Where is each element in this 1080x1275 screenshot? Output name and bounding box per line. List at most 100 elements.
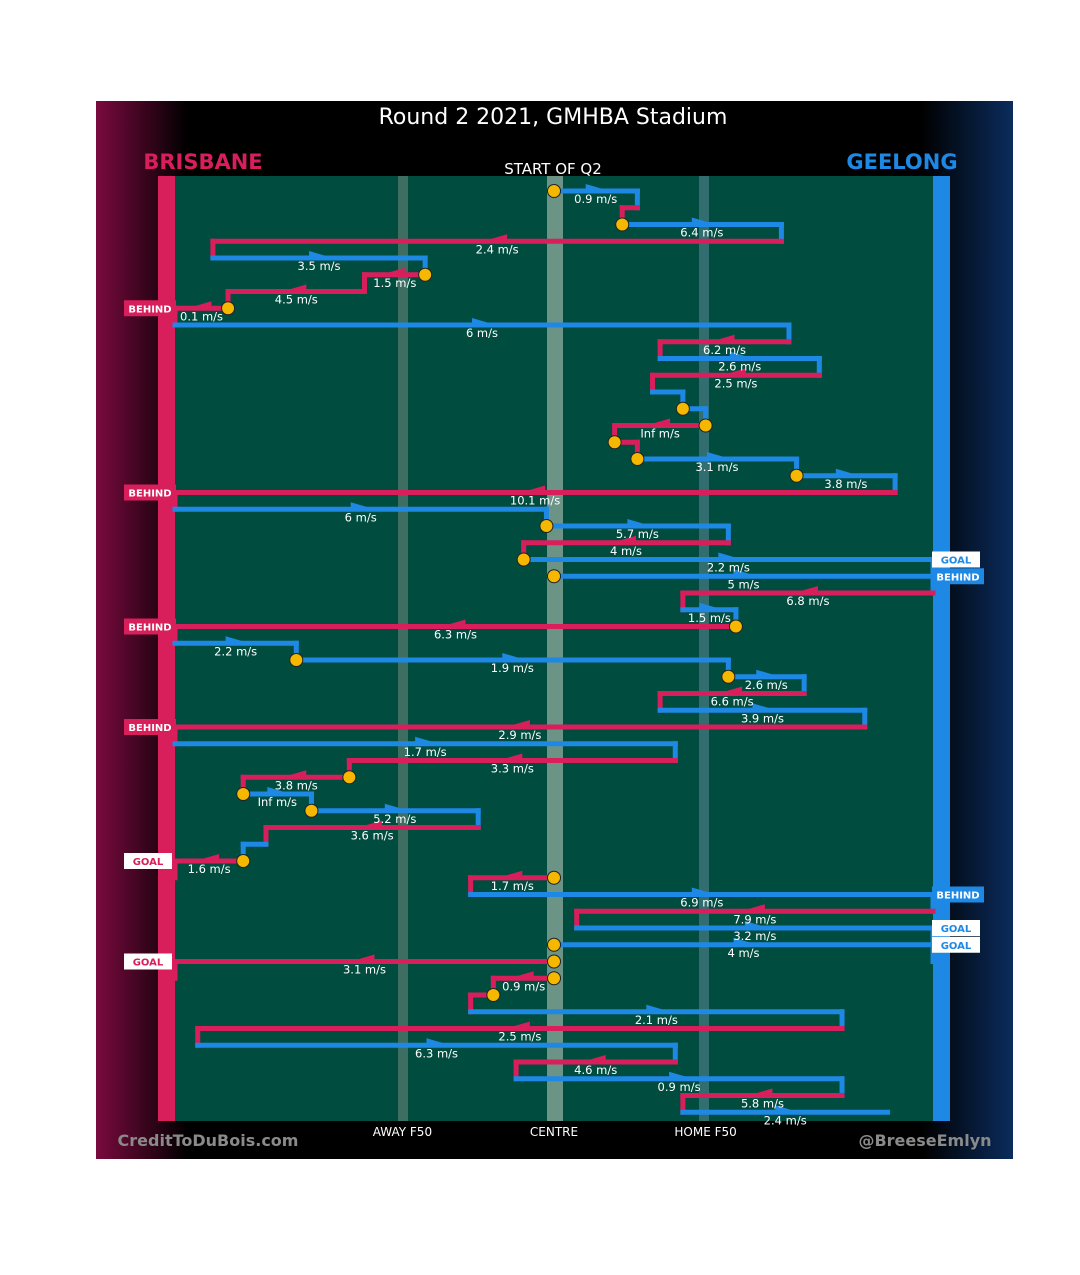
direction-arrow: [835, 468, 860, 476]
direction-arrow: [195, 854, 220, 861]
direction-arrow: [498, 753, 523, 761]
direction-arrow: [581, 1055, 606, 1062]
speed-label: 4 m/s: [727, 946, 759, 960]
direction-arrow: [498, 870, 523, 878]
speed-label: 3.5 m/s: [298, 259, 341, 273]
stoppage-marker: [486, 988, 501, 1002]
speed-label: 3.8 m/s: [275, 778, 318, 792]
centre-line: [547, 176, 563, 1121]
x-tick-label: CENTRE: [530, 1125, 578, 1139]
speed-label: 2.4 m/s: [476, 242, 519, 256]
direction-arrow: [752, 703, 777, 711]
speed-label: 6 m/s: [466, 326, 498, 340]
speed-label: 6 m/s: [345, 510, 377, 524]
speed-label: 7.9 m/s: [733, 912, 776, 926]
speed-label: 5.2 m/s: [373, 812, 416, 826]
stoppage-marker: [236, 854, 251, 868]
score-label: BEHIND: [128, 304, 171, 315]
direction-arrow: [733, 937, 758, 945]
speed-label: 5.8 m/s: [741, 1097, 784, 1111]
direction-arrow: [350, 502, 375, 510]
geelong-team-label: GEELONG: [846, 150, 957, 174]
score-badge: [932, 936, 980, 953]
stoppage-marker: [539, 519, 554, 533]
speed-label: 1.6 m/s: [188, 862, 231, 876]
speed-label: 6.3 m/s: [415, 1046, 458, 1060]
away-f50-line: [398, 176, 408, 1121]
direction-arrow: [756, 669, 781, 677]
direction-arrow: [509, 971, 534, 979]
direction-arrow: [646, 418, 671, 426]
chart-subtitle: START OF Q2: [504, 160, 602, 178]
stoppage-marker: [304, 803, 319, 818]
brisbane-goal-post: [158, 176, 175, 1121]
speed-label: 4 m/s: [610, 544, 642, 558]
stoppage-marker: [342, 770, 357, 785]
speed-label: 3.8 m/s: [824, 477, 867, 491]
speed-label: 4.5 m/s: [275, 293, 318, 307]
geelong-goal-post: [933, 176, 950, 1121]
direction-arrow: [505, 1021, 530, 1029]
speed-label: Inf m/s: [258, 795, 297, 809]
stoppage-marker: [721, 669, 736, 684]
speed-label: 10.1 m/s: [510, 494, 560, 508]
speed-label: Inf m/s: [640, 427, 679, 441]
speed-label: 0.9 m/s: [502, 979, 545, 993]
speed-label: 6.8 m/s: [786, 594, 829, 608]
direction-arrow: [426, 1038, 451, 1046]
chart-title: Round 2 2021, GMHBA Stadium: [379, 105, 728, 130]
stoppage-marker: [675, 401, 690, 416]
speed-label: 5 m/s: [727, 577, 759, 591]
stoppage-marker: [221, 301, 236, 316]
direction-arrow: [502, 653, 527, 660]
score-badge: [124, 853, 172, 869]
home-f50-line: [699, 176, 709, 1121]
speed-label: 2.2 m/s: [707, 561, 750, 575]
direction-arrow: [718, 552, 743, 560]
direction-arrow: [646, 1004, 671, 1012]
direction-arrow: [350, 954, 375, 962]
direction-arrow: [710, 334, 735, 342]
direction-arrow: [521, 485, 546, 493]
score-label: GOAL: [133, 857, 164, 868]
stoppage-marker: [698, 418, 713, 433]
speed-label: 2.4 m/s: [764, 1113, 807, 1127]
direction-arrow: [505, 720, 530, 727]
speed-label: 3.1 m/s: [695, 460, 738, 474]
direction-arrow: [740, 904, 765, 912]
score-label: BEHIND: [936, 572, 979, 583]
speed-label: 4.6 m/s: [574, 1063, 617, 1077]
speed-label: 2.9 m/s: [498, 728, 541, 742]
direction-arrow: [721, 368, 746, 376]
direction-arrow: [744, 921, 769, 928]
direction-arrow: [669, 1071, 694, 1079]
score-badge: [124, 953, 172, 970]
direction-arrow: [309, 251, 334, 258]
stoppage-marker: [418, 267, 433, 282]
stoppage-marker: [607, 435, 622, 450]
speed-label: 6.3 m/s: [434, 628, 477, 642]
direction-arrow: [471, 318, 496, 325]
stoppage-marker: [547, 870, 561, 885]
speed-label: 6.4 m/s: [680, 226, 723, 240]
stoppage-marker: [789, 468, 804, 483]
score-label: BEHIND: [128, 723, 171, 734]
score-badge: [124, 300, 176, 317]
direction-arrow: [415, 736, 440, 744]
speed-label: 0.9 m/s: [658, 1080, 701, 1094]
direction-arrow: [267, 787, 292, 794]
stoppage-marker: [630, 452, 645, 466]
speed-label: 6.6 m/s: [711, 695, 754, 709]
score-badge: [932, 551, 980, 568]
direction-arrow: [748, 1088, 773, 1096]
direction-arrow: [187, 301, 212, 309]
speed-label: 6.2 m/s: [703, 343, 746, 357]
score-badge: [932, 568, 984, 585]
score-label: GOAL: [941, 941, 972, 952]
direction-arrow: [384, 803, 409, 811]
score-label: BEHIND: [128, 489, 171, 500]
direction-arrow: [733, 569, 758, 577]
direction-arrow: [358, 820, 383, 828]
speed-label: 3.1 m/s: [343, 963, 386, 977]
